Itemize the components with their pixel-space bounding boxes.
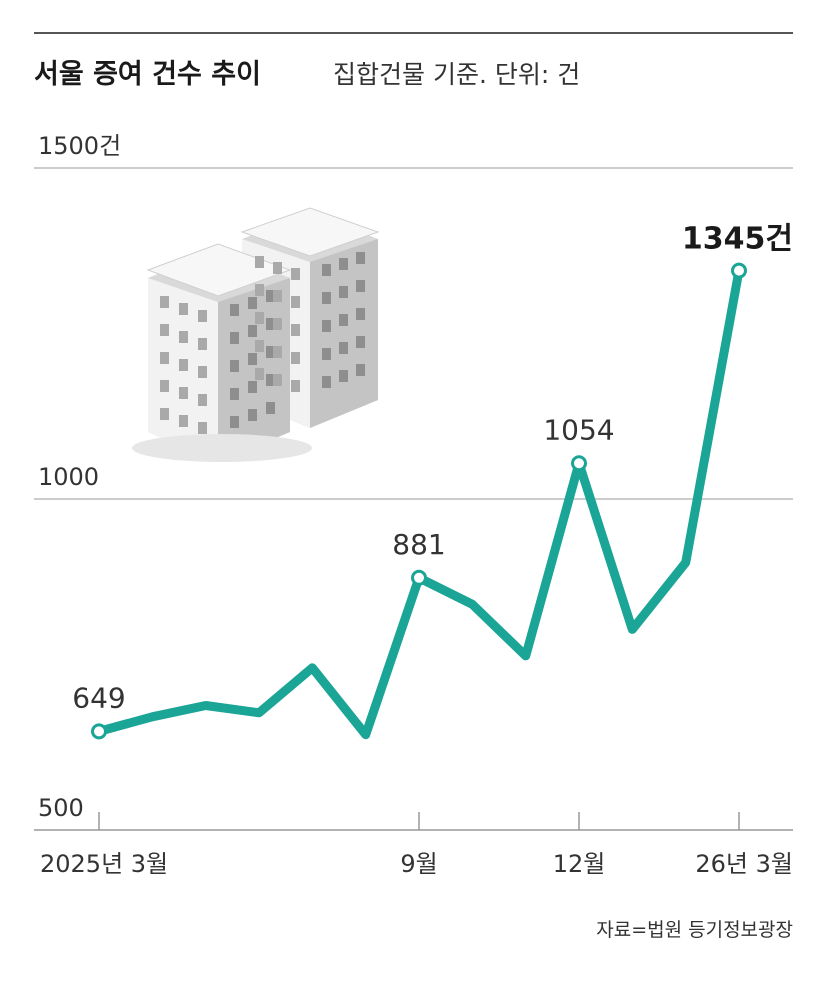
building-window — [179, 415, 188, 427]
building-window — [230, 388, 239, 400]
building-window — [198, 366, 207, 378]
building-window — [255, 340, 264, 352]
building-window — [339, 370, 348, 382]
building-window — [198, 394, 207, 406]
data-labels: 649 881 1054 1345건 — [72, 222, 793, 715]
apartment-buildings-icon — [132, 207, 380, 462]
building-window — [255, 312, 264, 324]
y-tick-label-500: 500 — [38, 794, 84, 822]
building-window — [230, 332, 239, 344]
x-tick-label-2025-12: 12월 — [553, 850, 606, 878]
building-window — [248, 381, 257, 393]
building-window — [356, 280, 365, 292]
chart-title: 서울 증여 건수 추이 — [34, 59, 261, 90]
building-window — [339, 342, 348, 354]
building-window — [273, 346, 282, 358]
data-points — [91, 262, 747, 740]
building-window — [291, 296, 300, 308]
building-window — [356, 308, 365, 320]
chart-subtitle: 집합건물 기준. 단위: 건 — [333, 60, 580, 89]
building-window — [356, 252, 365, 264]
x-tick-label-2025-03: 2025년 3월 — [40, 850, 168, 878]
building-window — [160, 296, 169, 308]
building-window — [339, 286, 348, 298]
building-window — [266, 290, 275, 302]
data-point-2026-03 — [731, 262, 747, 279]
building-window — [255, 256, 264, 268]
data-point-2025-03 — [91, 723, 107, 740]
building-window — [198, 338, 207, 350]
building-window — [266, 318, 275, 330]
building-window — [230, 416, 239, 428]
data-point-2025-12 — [571, 455, 587, 472]
source-note: 자료=법원 등기정보광장 — [596, 919, 793, 941]
building-window — [160, 380, 169, 392]
x-ticks: 2025년 3월 9월 12월 26년 3월 — [40, 812, 793, 878]
building-windows — [160, 252, 365, 434]
x-tick-label-2025-09: 9월 — [400, 850, 437, 878]
data-label-2026-03: 1345건 — [682, 222, 793, 257]
building-window — [179, 359, 188, 371]
building-window — [179, 387, 188, 399]
building-window — [273, 374, 282, 386]
building-window — [179, 331, 188, 343]
building-window — [291, 268, 300, 280]
y-tick-label-1000: 1000 — [38, 463, 99, 491]
data-point-2025-09 — [411, 569, 427, 586]
y-tick-label-1500: 1500건 — [38, 132, 121, 160]
building-window — [248, 297, 257, 309]
building-window — [248, 409, 257, 421]
building-window — [291, 324, 300, 336]
building-window — [356, 336, 365, 348]
building-window — [322, 320, 331, 332]
building-window — [160, 324, 169, 336]
building-window — [266, 374, 275, 386]
y-tick-labels: 500 1000 1500건 — [38, 132, 121, 822]
x-tick-label-2026-03: 26년 3월 — [695, 850, 793, 878]
building-window — [255, 284, 264, 296]
building-window — [322, 264, 331, 276]
building-window — [291, 380, 300, 392]
building-window — [248, 353, 257, 365]
building-window — [322, 292, 331, 304]
building-window — [273, 318, 282, 330]
grid-lines — [34, 167, 793, 500]
data-label-2025-12: 1054 — [543, 413, 614, 446]
building-window — [356, 364, 365, 376]
building-window — [160, 352, 169, 364]
building-window — [339, 314, 348, 326]
building-window — [291, 352, 300, 364]
building-window — [198, 310, 207, 322]
building-window — [322, 376, 331, 388]
building-window — [339, 258, 348, 270]
building-window — [198, 422, 207, 434]
building-window — [273, 290, 282, 302]
data-label-2025-03: 649 — [72, 681, 125, 714]
building-window — [273, 262, 282, 274]
building-window — [230, 360, 239, 372]
building-window — [322, 348, 331, 360]
building-window — [160, 408, 169, 420]
building-window — [230, 304, 239, 316]
building-window — [255, 368, 264, 380]
building-window — [248, 325, 257, 337]
building-window — [179, 303, 188, 315]
building-window — [266, 346, 275, 358]
data-label-2025-09: 881 — [392, 528, 445, 561]
building-window — [266, 402, 275, 414]
